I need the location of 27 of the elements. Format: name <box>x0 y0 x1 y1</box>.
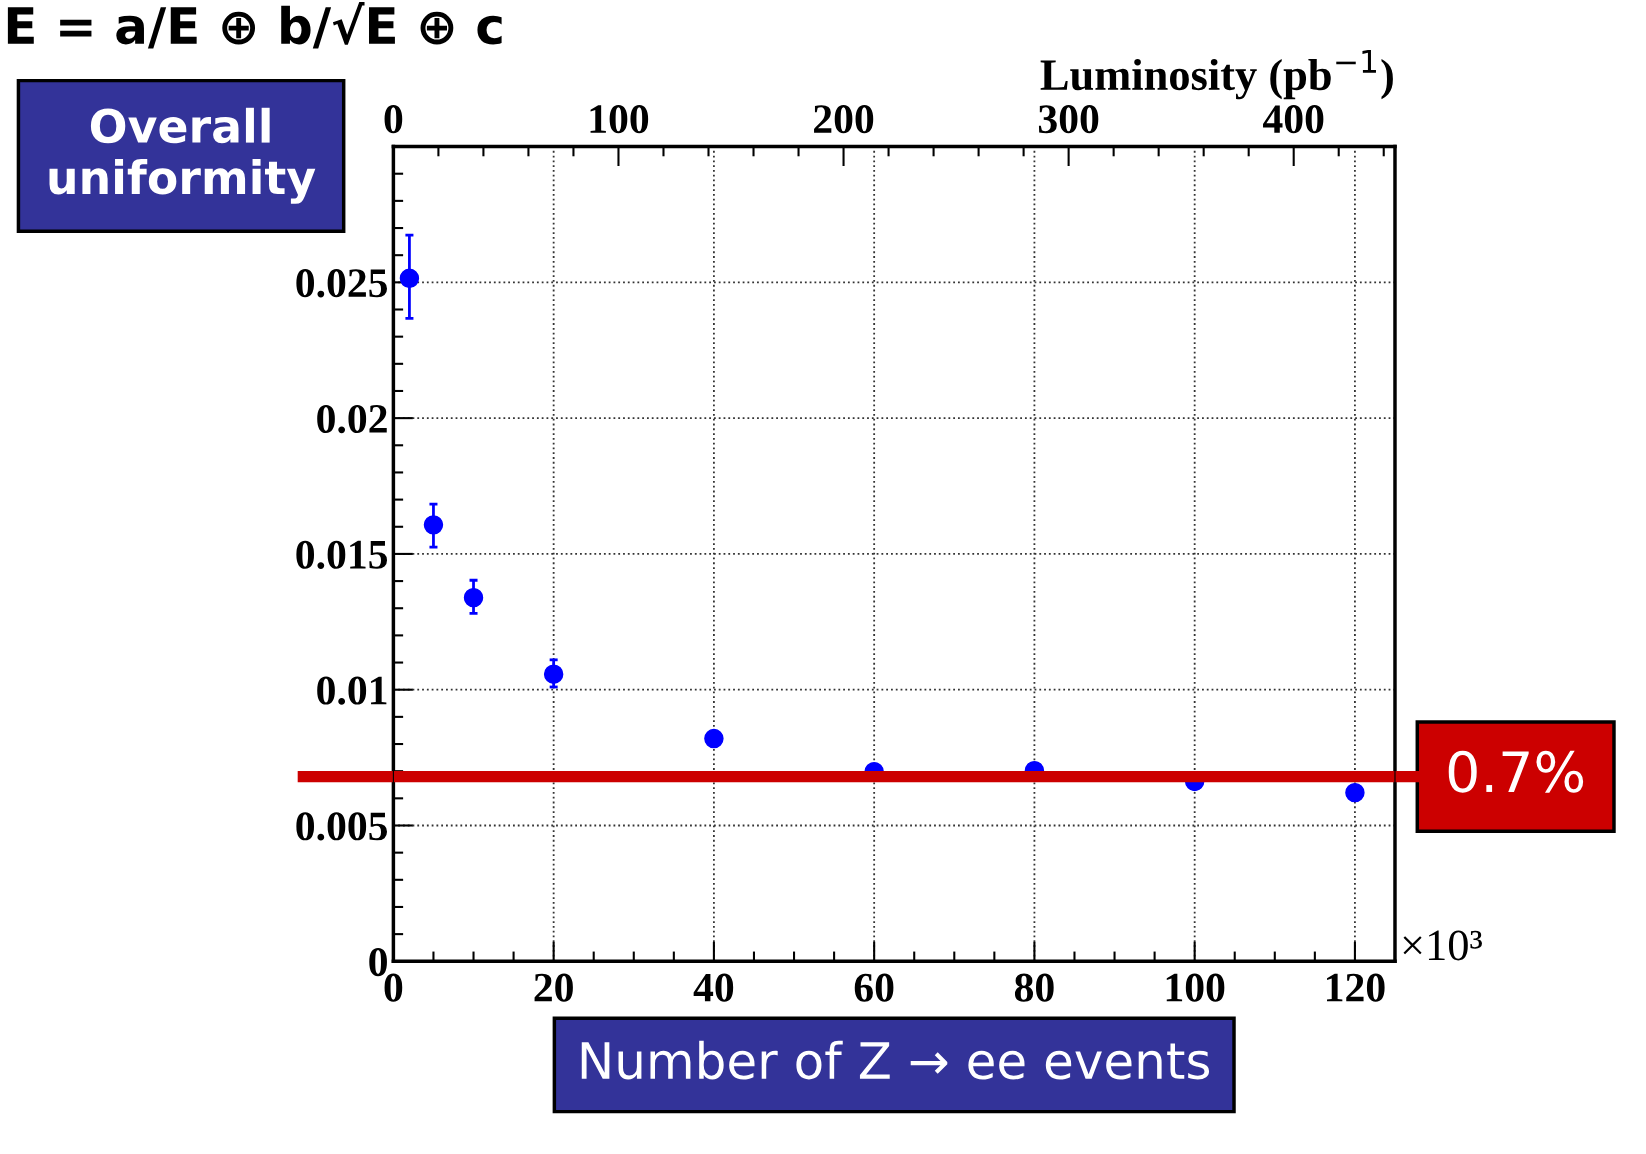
point <box>543 664 564 684</box>
x-tick-label: 120 <box>1327 973 1385 1002</box>
ref-line-label: 0.7% <box>1448 750 1584 793</box>
x-tick-label: 60 <box>854 973 894 1002</box>
x2-axis-title: Luminosity (pb$^{−1}$) <box>1040 50 1393 100</box>
x2-tick-label: 400 <box>1263 105 1324 134</box>
chart-title: E = a/E ⊕ b/√E ⊕ c <box>7 1 502 49</box>
x2-tick-label: 100 <box>590 105 649 134</box>
point <box>704 728 724 749</box>
point <box>1345 782 1365 803</box>
point <box>399 268 420 288</box>
x2-tick-label: 300 <box>1038 105 1099 134</box>
y-tick-label: 0.005 <box>296 812 388 841</box>
x-tick-label: 100 <box>1166 973 1225 1002</box>
text: ×10³ <box>1403 930 1482 961</box>
x-tick-label: 40 <box>693 973 734 1002</box>
x-tick-label: 20 <box>534 973 573 1002</box>
text: Overall uniformity <box>49 107 316 204</box>
y-tick-label: 0.02 <box>317 404 387 434</box>
y-tick-label: 0.01 <box>317 676 387 705</box>
y-tick-label: 0.015 <box>296 540 388 569</box>
point <box>463 587 484 608</box>
x2-tick-label: 200 <box>814 105 874 134</box>
point <box>423 515 444 535</box>
y-tick-label: 0.025 <box>296 269 388 298</box>
x-axis-title: Number of Z → ee events <box>581 1040 1210 1080</box>
x-tick-label: 80 <box>1014 973 1054 1002</box>
